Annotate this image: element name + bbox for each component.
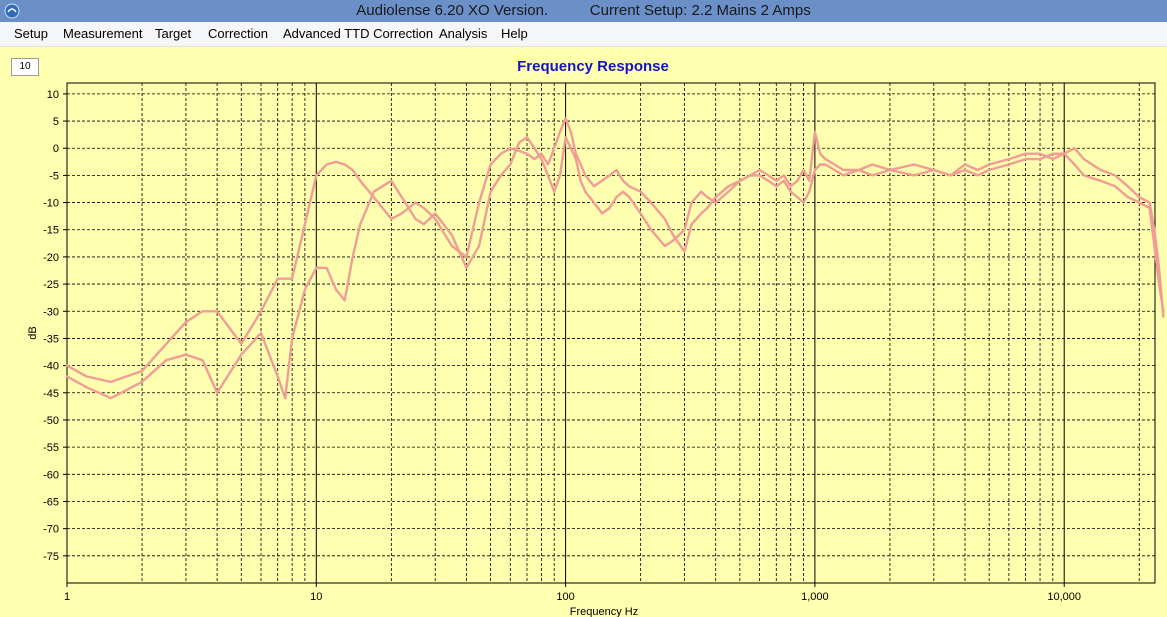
y-tick-label: -40 — [43, 361, 59, 373]
y-tick-label: -50 — [43, 415, 59, 427]
title-bar: Audiolense 6.20 XO Version. Current Setu… — [0, 0, 1167, 22]
y-tick-label: -5 — [49, 170, 59, 182]
x-tick-label: 100 — [556, 591, 574, 603]
setup-title: Current Setup: 2.2 Mains 2 Amps — [589, 2, 811, 19]
y-tick-label: 0 — [53, 143, 59, 155]
plot-frame — [66, 82, 1156, 584]
window-title: Audiolense 6.20 XO Version. Current Setu… — [0, 2, 1167, 19]
y-tick-label: -55 — [43, 442, 59, 454]
menu-measurement[interactable]: Measurement — [63, 26, 143, 41]
x-tick-label: 10 — [310, 591, 322, 603]
y-tick-label: 5 — [53, 116, 59, 128]
y-tick-label: 10 — [47, 89, 59, 101]
y-tick-label: -70 — [43, 524, 59, 536]
chart-axes: 10 5 0 -5 -10 -15 -20 -25 -30 -35 -40 -45 -50 -55 -60 -… — [43, 82, 1156, 603]
x-tick-label: 10,000 — [1047, 591, 1081, 603]
menu-correction[interactable]: Correction — [208, 26, 268, 41]
y-tick-label: -20 — [43, 252, 59, 264]
menu-target[interactable]: Target — [155, 26, 192, 41]
y-tick-label: -75 — [43, 551, 59, 563]
y-tick-label: -15 — [43, 225, 59, 237]
y-tick-label: -65 — [43, 496, 59, 508]
series-line-2 — [65, 136, 1165, 400]
zoom-level-box[interactable]: 10 — [11, 58, 39, 76]
menu-help[interactable]: Help — [501, 26, 528, 41]
app-title: Audiolense 6.20 XO Version. — [356, 2, 549, 19]
chart-series — [65, 117, 1165, 400]
menu-analysis[interactable]: Analysis — [439, 26, 488, 41]
y-axis-label: dB — [27, 326, 39, 339]
menu-advanced-ttd-correction[interactable]: Advanced TTD Correction — [283, 26, 434, 41]
y-tick-label: -45 — [43, 388, 59, 400]
audiolense-app-icon[interactable] — [4, 3, 20, 19]
x-tick-label: 1,000 — [801, 591, 829, 603]
y-tick-label: -60 — [43, 469, 59, 481]
menu-bar: Setup Measurement Target Correction Adva… — [0, 22, 1167, 47]
y-tick-label: -35 — [43, 333, 59, 345]
chart-grid — [67, 83, 1155, 583]
y-tick-label: -10 — [43, 198, 59, 210]
menu-setup[interactable]: Setup — [14, 26, 48, 41]
frequency-response-chart[interactable]: Frequency Response 10 5 0 -5 -10 -15 -20 -25 -30… — [0, 47, 1167, 617]
y-tick-label: -25 — [43, 279, 59, 291]
x-axis-label: Frequency Hz — [570, 606, 638, 617]
x-tick-label: 1 — [64, 591, 70, 603]
series-line-1 — [65, 117, 1165, 384]
chart-title: Frequency Response — [517, 58, 669, 75]
y-tick-label: -30 — [43, 306, 59, 318]
chart-background — [0, 47, 1167, 617]
